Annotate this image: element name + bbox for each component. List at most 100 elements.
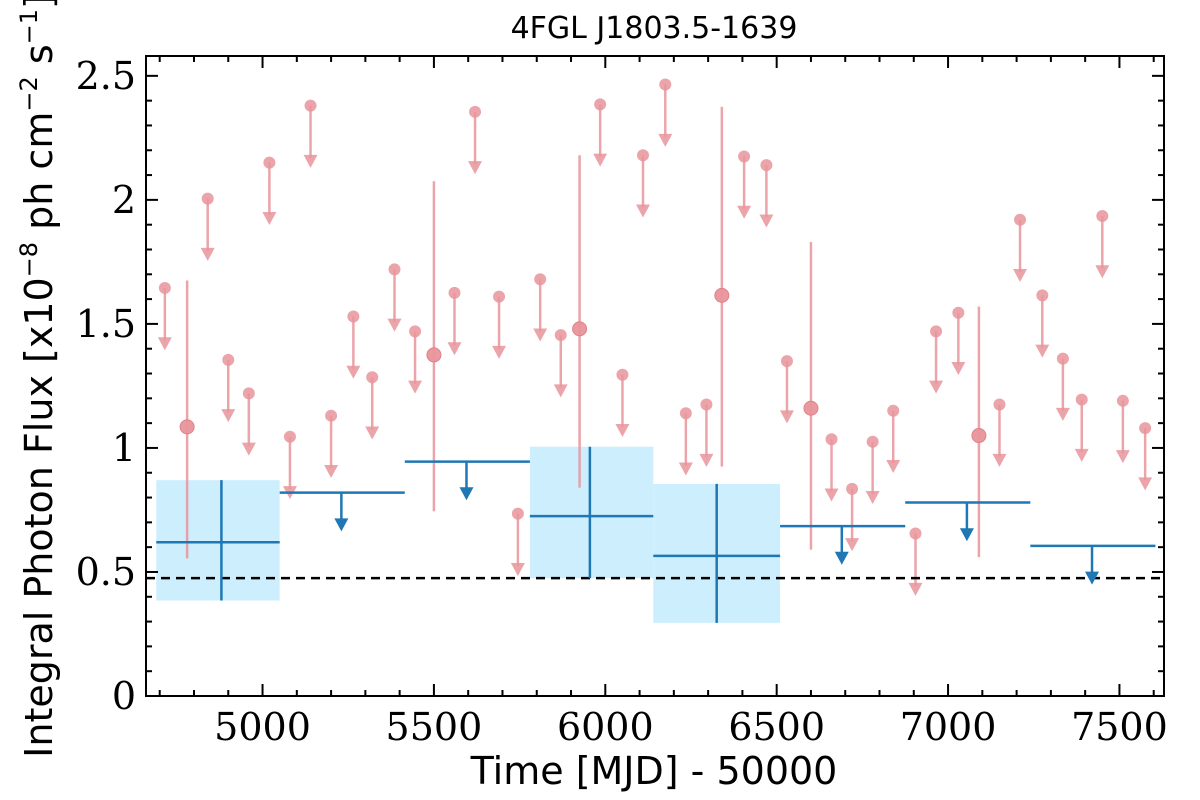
upper-limit-arrow xyxy=(262,211,277,225)
upper-limit-point xyxy=(866,435,879,448)
axis-ticks: 5000 5500 6000 6500 7000 7500 0 0.5 1 1.5 2 2.5 xyxy=(76,54,1168,749)
upper-limit-arrow xyxy=(992,453,1007,467)
y-tick-label: 0.5 xyxy=(76,550,136,594)
upper-limit-point xyxy=(366,371,379,384)
data-point xyxy=(803,400,819,416)
data-point xyxy=(971,428,987,444)
upper-limit-point xyxy=(469,105,482,118)
chart-title: 4FGL J1803.5-1639 xyxy=(511,11,798,46)
upper-limit-point xyxy=(679,407,692,420)
data-point xyxy=(179,419,195,435)
upper-limit-arrow xyxy=(533,328,548,342)
data-point xyxy=(572,321,588,337)
upper-limit-arrow xyxy=(510,562,525,576)
upper-limit-point xyxy=(242,387,255,400)
upper-limit-point xyxy=(760,159,773,172)
data-point xyxy=(426,347,442,363)
upper-limit-point xyxy=(659,78,672,91)
x-tick-label: 7500 xyxy=(1071,705,1168,749)
upper-limit-arrow xyxy=(759,214,774,228)
y-tick-label: 1 xyxy=(112,426,136,470)
upper-limit-point xyxy=(1036,289,1049,302)
upper-limit-arrow xyxy=(1095,265,1110,279)
coarse-upper-limit-arrow xyxy=(459,487,474,501)
upper-limit-point xyxy=(158,281,171,294)
upper-limit-point xyxy=(1014,213,1027,226)
coarse-upper-limit-arrow xyxy=(334,518,349,532)
y-axis-label: Integral Photon Flux [x10−8 ph cm−2 s−1] xyxy=(15,0,61,758)
upper-limit-arrow xyxy=(886,460,901,474)
y-tick-label: 0 xyxy=(112,674,136,718)
upper-limit-point xyxy=(616,368,629,381)
coarse-upper-limit-arrow xyxy=(834,551,849,565)
upper-limit-point xyxy=(388,263,401,276)
upper-limit-arrow xyxy=(200,247,215,261)
upper-limit-arrow xyxy=(658,133,673,147)
upper-limit-arrow xyxy=(824,488,839,502)
upper-limit-arrow xyxy=(699,453,714,467)
upper-limit-arrow xyxy=(593,153,608,167)
upper-limit-point xyxy=(409,325,422,338)
upper-limit-point xyxy=(637,149,650,162)
upper-limit-arrow xyxy=(346,365,361,379)
upper-limit-point xyxy=(952,306,965,319)
upper-limit-arrow xyxy=(951,362,966,376)
upper-limit-arrow xyxy=(845,538,860,552)
y-tick-label: 1.5 xyxy=(76,302,136,346)
upper-limit-arrow xyxy=(157,337,172,351)
upper-limit-arrow xyxy=(865,491,880,505)
upper-limit-point xyxy=(846,482,859,495)
upper-limit-arrow xyxy=(468,161,483,175)
x-tick-label: 6500 xyxy=(728,705,825,749)
upper-limit-arrow xyxy=(636,204,651,218)
upper-limit-arrow xyxy=(553,384,568,398)
x-axis-label: Time [MJD] - 50000 xyxy=(470,749,838,793)
upper-limit-arrow xyxy=(1138,477,1153,491)
upper-limit-point xyxy=(263,156,276,169)
upper-limit-arrow xyxy=(303,154,318,168)
upper-limit-point xyxy=(1096,210,1109,222)
upper-limit-arrow xyxy=(929,380,944,394)
upper-limit-point xyxy=(554,329,567,342)
upper-limit-arrow xyxy=(615,424,630,438)
upper-limit-arrow xyxy=(908,582,923,596)
upper-limit-arrow xyxy=(779,410,794,424)
upper-limit-arrow xyxy=(1013,269,1028,283)
upper-limit-point xyxy=(201,192,214,205)
upper-limit-arrow xyxy=(241,442,256,456)
upper-limit-point xyxy=(448,286,461,299)
coarse-upper-limit-arrow xyxy=(959,528,974,542)
x-tick-label: 6000 xyxy=(557,705,654,749)
upper-limit-point xyxy=(1116,394,1129,407)
x-tick-label: 7000 xyxy=(900,705,997,749)
upper-limit-point xyxy=(511,507,524,520)
upper-limit-arrow xyxy=(737,205,752,219)
upper-limit-point xyxy=(594,98,607,111)
upper-limit-arrow xyxy=(365,426,380,440)
upper-limit-point xyxy=(887,404,900,417)
upper-limit-point xyxy=(700,398,713,411)
x-tick-label: 5500 xyxy=(386,705,483,749)
upper-limit-arrow xyxy=(387,318,402,332)
upper-limit-arrow xyxy=(221,409,236,423)
upper-limit-point xyxy=(1056,352,1069,365)
upper-limit-point xyxy=(347,310,360,323)
upper-limit-arrow xyxy=(1035,344,1050,358)
upper-limit-point xyxy=(493,290,506,303)
upper-limit-point xyxy=(909,527,922,540)
upper-limit-point xyxy=(825,433,838,446)
plot-area xyxy=(146,78,1164,623)
data-point xyxy=(714,287,730,303)
x-tick-label: 5000 xyxy=(214,705,311,749)
upper-limit-point xyxy=(534,273,547,286)
error-band xyxy=(156,480,280,601)
upper-limit-point xyxy=(930,325,943,338)
upper-limit-arrow xyxy=(324,464,339,478)
plot-frame xyxy=(145,55,1165,697)
y-tick-label: 2 xyxy=(112,178,136,222)
upper-limit-arrow xyxy=(1074,448,1089,462)
upper-limit-point xyxy=(325,409,338,422)
upper-limit-point xyxy=(1075,393,1088,406)
upper-limit-arrow xyxy=(447,342,462,356)
